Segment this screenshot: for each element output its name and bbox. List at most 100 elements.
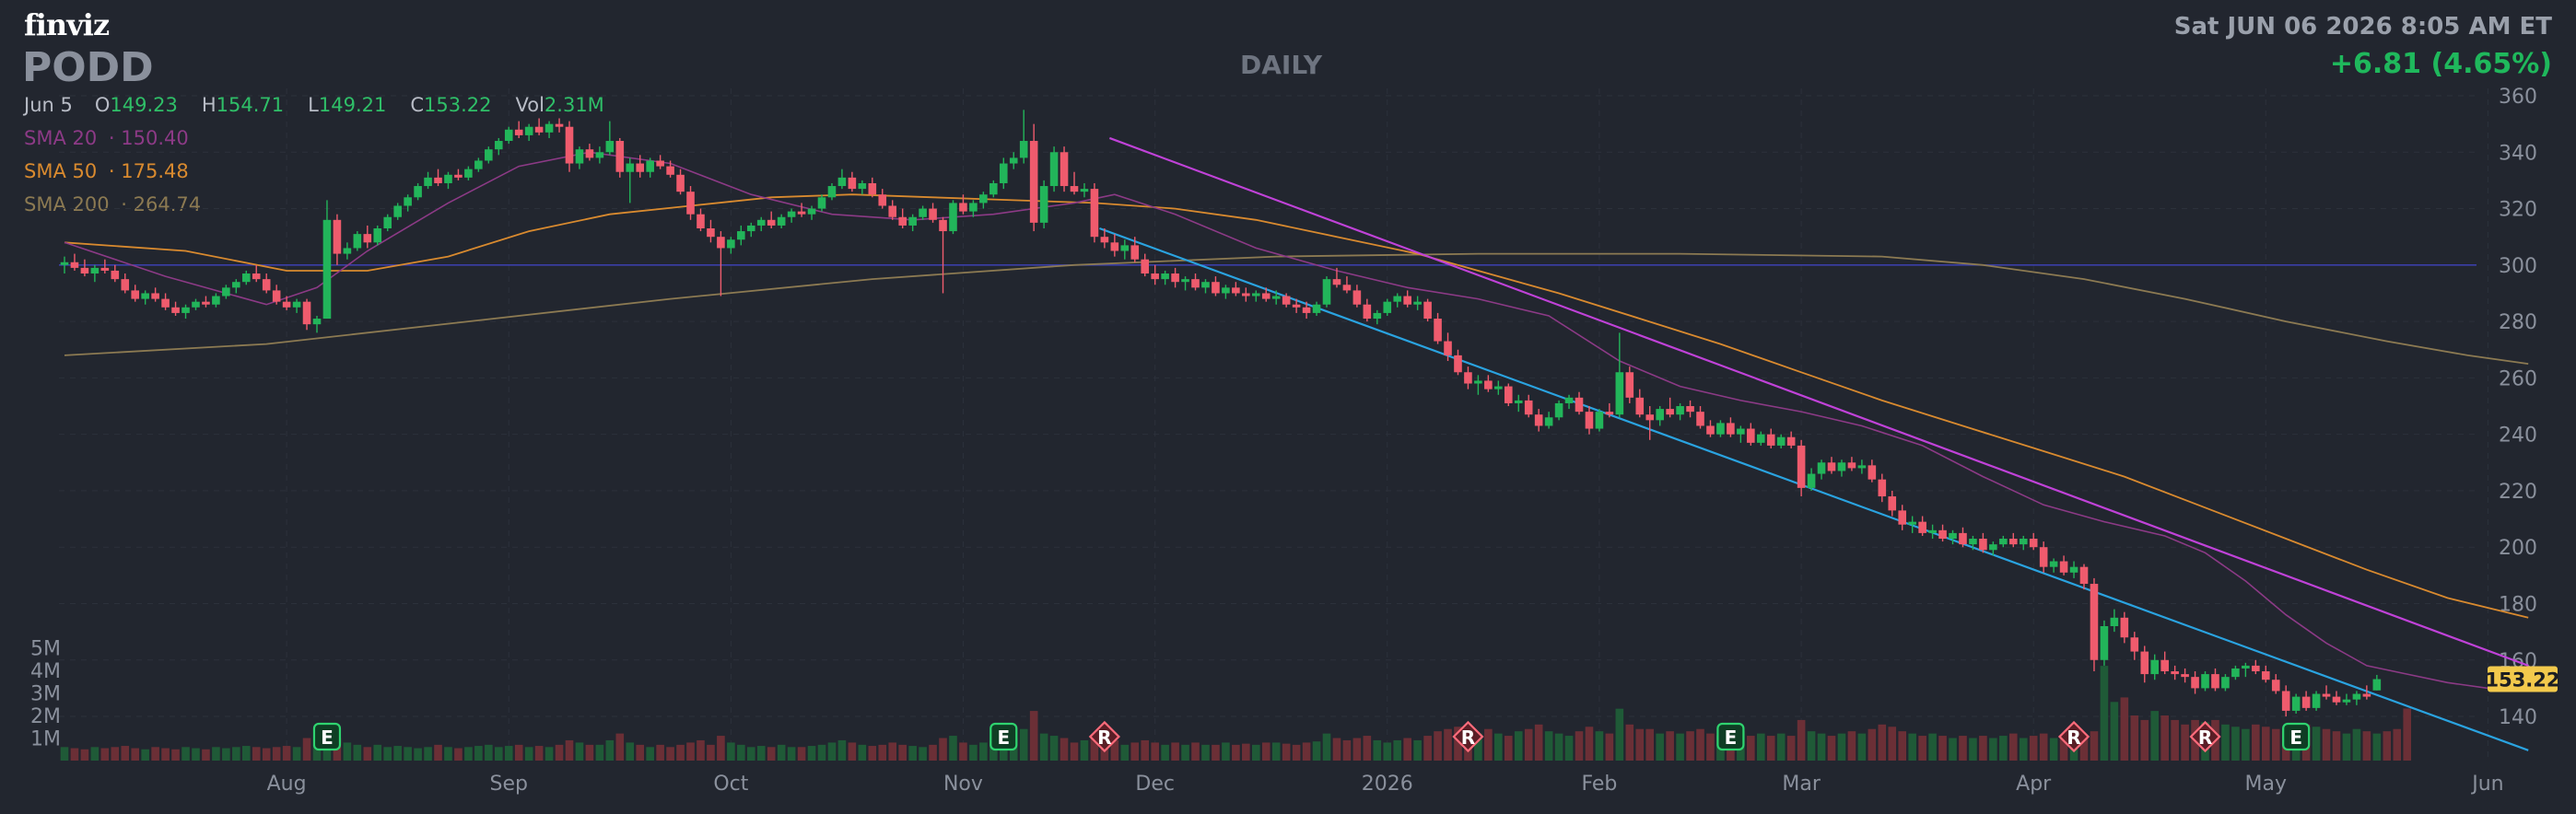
volume-bar	[232, 747, 240, 761]
y-tick-label: 320	[2499, 199, 2537, 222]
candle-body	[959, 203, 967, 212]
volume-bar	[595, 744, 604, 761]
volume-bar	[555, 744, 564, 761]
candle-body	[1161, 273, 1169, 280]
candle-body	[717, 237, 725, 249]
volume-bar	[2372, 733, 2382, 761]
x-tick-label: Nov	[943, 773, 983, 796]
volume-bar	[1979, 736, 1987, 761]
volume-bar	[2049, 738, 2058, 761]
x-tick-label: Jun	[2470, 773, 2503, 796]
candle-body	[1332, 279, 1341, 285]
candle-body	[474, 160, 483, 169]
volume-bar	[1918, 736, 1926, 761]
candle-body	[1786, 436, 1796, 446]
sma20-legend[interactable]: SMA 20 · 150.40	[24, 127, 189, 149]
candle-body	[1454, 355, 1462, 373]
candle-body	[1312, 304, 1321, 313]
candle-body	[929, 208, 937, 220]
volume-bar	[2383, 731, 2392, 761]
candle-body	[2291, 696, 2301, 711]
volume-bar	[2090, 731, 2099, 761]
volume-bar	[494, 747, 503, 761]
candle-body	[2079, 566, 2089, 585]
candle-body	[1686, 406, 1694, 413]
volume-bar	[1756, 733, 1765, 761]
candle-body	[363, 234, 372, 243]
candle-body	[1110, 242, 1119, 251]
volume-bar	[2019, 738, 2028, 761]
volume-bar	[312, 744, 322, 761]
volume-bar	[2171, 719, 2179, 761]
volume-bar	[1989, 738, 1997, 761]
volume-bar	[222, 748, 230, 761]
volume-bar	[817, 744, 826, 761]
volume-bar	[1019, 728, 1028, 761]
volume-bar	[111, 747, 120, 761]
volume-bar	[1352, 738, 1362, 761]
timeframe-label[interactable]: DAILY	[1240, 50, 1323, 80]
candle-body	[60, 262, 69, 265]
candle-body	[1696, 412, 1704, 426]
candle-body	[1201, 282, 1210, 288]
sma50-label: SMA 50	[24, 160, 98, 182]
candle-body	[1514, 400, 1523, 403]
volume-bar	[848, 742, 857, 761]
volume-bar	[646, 747, 654, 761]
y-tick-label: 340	[2499, 142, 2537, 165]
candle-body	[1090, 189, 1099, 238]
candle-body	[1534, 414, 1543, 426]
channel-lower-line	[1099, 227, 2529, 751]
candle-body	[1130, 245, 1140, 260]
candle-body	[2090, 584, 2099, 660]
volume-bar	[2403, 708, 2412, 761]
candle-body	[1949, 532, 1957, 540]
candle-body	[868, 182, 877, 195]
volume-bar	[1141, 739, 1150, 761]
volume-bar	[454, 748, 463, 761]
volume-bar	[1322, 733, 1331, 761]
candle-body	[1504, 386, 1513, 403]
x-tick-label: Apr	[2016, 773, 2052, 796]
volume-bar	[202, 749, 210, 761]
sma50-legend[interactable]: SMA 50 · 175.48	[24, 160, 189, 182]
candle-body	[1212, 282, 1220, 294]
candle-body	[777, 216, 786, 226]
candle-body	[767, 219, 776, 226]
candle-body	[2271, 680, 2280, 692]
volume-bar	[989, 739, 998, 761]
candle-body	[2160, 659, 2169, 672]
finviz-logo[interactable]: finviz	[24, 7, 110, 42]
candle-body	[1827, 462, 1836, 471]
candle-body	[605, 141, 615, 153]
volume-bar	[192, 748, 200, 761]
candle-body	[1080, 189, 1089, 192]
y-tick-label: 140	[2499, 706, 2537, 729]
candle-body	[383, 216, 392, 228]
x-tick-label: Mar	[1782, 773, 1821, 796]
candle-body	[1807, 473, 1816, 488]
volume-bar	[827, 742, 837, 761]
candle-body	[2019, 539, 2028, 545]
candle-body	[858, 182, 867, 190]
candle-body	[888, 205, 897, 217]
sma200-legend[interactable]: SMA 200 · 264.74	[24, 193, 201, 215]
candle-body	[595, 152, 604, 158]
volume-bar	[1251, 744, 1260, 761]
volume-bar	[1868, 728, 1877, 761]
volume-bar	[373, 744, 382, 761]
candle-body	[1352, 290, 1362, 305]
volume-bar	[898, 744, 907, 761]
candle-body	[131, 290, 140, 299]
candle-body	[485, 149, 493, 161]
volume-bar	[746, 747, 755, 761]
candle-body	[646, 160, 654, 172]
candle-body	[333, 219, 342, 254]
candle-body	[2130, 637, 2139, 652]
candle-body	[393, 205, 402, 217]
volume-bar	[1484, 728, 1493, 761]
volume-bar	[1403, 738, 1411, 761]
candle-body	[1342, 285, 1352, 291]
ohlc-readout: Jun 5 O149.23 H154.71 L149.21 C153.22 Vol2.31…	[24, 94, 628, 116]
